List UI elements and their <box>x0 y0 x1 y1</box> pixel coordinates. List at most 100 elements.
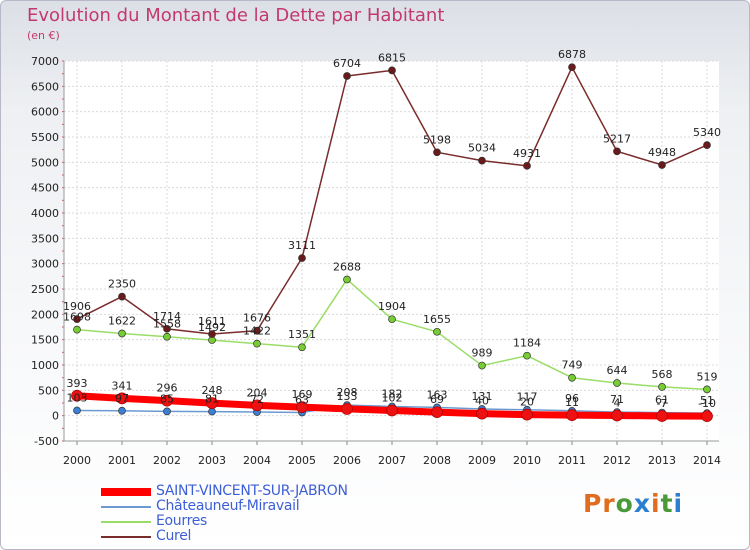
y-tick-label: 5000 <box>31 156 59 169</box>
x-tick-label: 2000 <box>63 454 91 467</box>
x-tick-label: 2011 <box>558 454 586 467</box>
data-label: 20 <box>520 396 534 409</box>
legend-label: SAINT-VINCENT-SUR-JABRON <box>156 483 348 499</box>
data-point <box>658 161 666 169</box>
data-point <box>118 329 126 338</box>
legend-label: Châteauneuf-Miravail <box>156 498 300 514</box>
x-tick-label: 2007 <box>378 454 406 467</box>
data-label: 85 <box>160 392 174 405</box>
data-label: -10 <box>698 397 716 410</box>
logo-letter: x <box>633 489 651 518</box>
data-label: 81 <box>205 393 219 406</box>
chart-subtitle: (en €) <box>27 29 60 42</box>
x-tick-label: 2002 <box>153 454 181 467</box>
data-label: 248 <box>202 384 223 397</box>
data-label: 5198 <box>423 133 451 146</box>
data-label: 5217 <box>603 132 631 145</box>
data-point <box>253 339 261 348</box>
y-tick-label: 6000 <box>31 106 59 119</box>
data-label: 4 <box>614 396 621 409</box>
x-tick-label: 2003 <box>198 454 226 467</box>
data-label: 102 <box>382 391 403 404</box>
y-tick-label: 3000 <box>31 258 59 271</box>
logo-letter: i <box>651 489 661 518</box>
data-label: 1622 <box>108 314 136 327</box>
data-point <box>251 399 263 412</box>
data-point <box>343 72 351 80</box>
data-label: 208 <box>337 386 358 399</box>
y-tick-label: 6500 <box>31 80 59 93</box>
data-label: 749 <box>562 359 583 372</box>
data-label: 1492 <box>198 321 226 334</box>
logo-letter: r <box>602 489 616 518</box>
x-tick-label: 2008 <box>423 454 451 467</box>
data-point <box>298 343 306 352</box>
logo-letter: P <box>583 489 603 518</box>
y-tick-label: 5500 <box>31 131 59 144</box>
data-label: 3111 <box>288 239 316 252</box>
data-point <box>433 327 441 336</box>
data-label: 204 <box>247 386 268 399</box>
data-point <box>703 385 711 394</box>
data-label: 63 <box>295 393 309 406</box>
data-point <box>611 409 623 422</box>
data-label: 97 <box>115 392 129 405</box>
data-label: 40 <box>475 395 489 408</box>
data-label: 169 <box>292 388 313 401</box>
x-tick-label: 2001 <box>108 454 136 467</box>
data-label: 6704 <box>333 57 361 70</box>
data-label: 1351 <box>288 328 316 341</box>
data-label: 11 <box>565 396 579 409</box>
data-point <box>341 403 353 415</box>
data-point <box>478 361 486 370</box>
legend-swatch <box>101 506 151 508</box>
data-label: 644 <box>607 364 628 377</box>
data-label: 5340 <box>693 126 721 139</box>
y-tick-label: 1000 <box>31 359 59 372</box>
data-point <box>73 315 81 323</box>
data-point <box>478 156 486 165</box>
y-tick-label: 4500 <box>31 182 59 195</box>
data-label: 1676 <box>243 312 271 325</box>
data-label: 61 <box>655 394 669 407</box>
data-point <box>208 407 216 416</box>
data-label: 4931 <box>513 147 541 160</box>
data-point <box>656 410 668 422</box>
x-tick-label: 2004 <box>243 454 271 467</box>
data-point <box>613 379 621 387</box>
x-tick-label: 2014 <box>693 454 721 467</box>
y-tick-label: 1500 <box>31 334 59 347</box>
y-tick-label: 2000 <box>31 308 59 321</box>
x-tick-label: 2013 <box>648 454 676 467</box>
y-tick-label: 500 <box>38 384 59 397</box>
data-label: 296 <box>157 382 178 395</box>
data-label: 163 <box>427 388 448 401</box>
data-label: 96 <box>565 392 579 405</box>
data-label: 1184 <box>513 337 541 350</box>
data-point <box>703 141 711 149</box>
data-label: 519 <box>697 370 718 383</box>
data-label: 131 <box>472 390 493 403</box>
data-point <box>206 397 218 409</box>
data-label: 393 <box>67 377 88 390</box>
data-label: 989 <box>472 347 493 360</box>
data-label: 1655 <box>423 313 451 326</box>
logo-letter: i <box>673 489 684 518</box>
data-point <box>388 66 396 75</box>
y-tick-label: 3500 <box>31 232 59 245</box>
y-tick-label: 4000 <box>31 207 59 220</box>
data-point <box>253 326 261 335</box>
data-label: 1558 <box>153 318 181 331</box>
data-label: -7 <box>657 397 668 410</box>
x-tick-label: 2010 <box>513 454 541 467</box>
data-point <box>433 148 441 157</box>
data-label: 103 <box>67 391 88 404</box>
data-point <box>161 394 173 407</box>
data-label: 1611 <box>198 315 226 328</box>
data-point <box>118 292 126 301</box>
data-point <box>163 332 171 341</box>
data-point <box>523 161 531 170</box>
data-point <box>701 410 713 423</box>
